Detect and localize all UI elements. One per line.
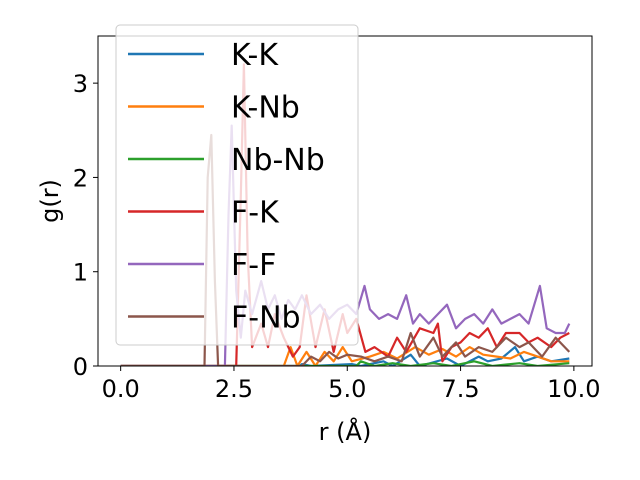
legend-label-f-f: F-F [231,248,276,283]
x-tick-label: 0.0 [102,375,140,403]
x-tick-label: 5.0 [328,375,366,403]
y-tick-label: 3 [73,70,88,98]
y-axis-ticks: 0 1 2 3 [73,70,98,381]
y-axis-label: g(r) [36,179,64,223]
legend-label-f-nb: F-Nb [231,301,301,336]
y-tick-label: 1 [73,259,88,287]
x-tick-label: 10.0 [547,375,600,403]
x-tick-label: 7.5 [441,375,479,403]
x-tick-label: 2.5 [215,375,253,403]
legend: K-K K-Nb Nb-Nb F-K F-F F-Nb [115,24,359,346]
legend-label-nb-nb: Nb-Nb [231,143,325,178]
x-axis-ticks: 0.0 2.5 5.0 7.5 10.0 [102,366,601,403]
legend-label-k-k: K-K [231,38,279,73]
legend-label-f-k: F-K [231,196,280,231]
legend-box [115,24,359,346]
legend-label-k-nb: K-Nb [231,91,300,126]
series-line-k-nb [120,346,570,366]
y-tick-label: 2 [73,164,88,192]
x-axis-label: r (Å) [319,417,372,446]
y-tick-label: 0 [73,353,88,381]
series-line-f-nb [120,133,571,366]
series-line-nb-nb [120,360,570,366]
